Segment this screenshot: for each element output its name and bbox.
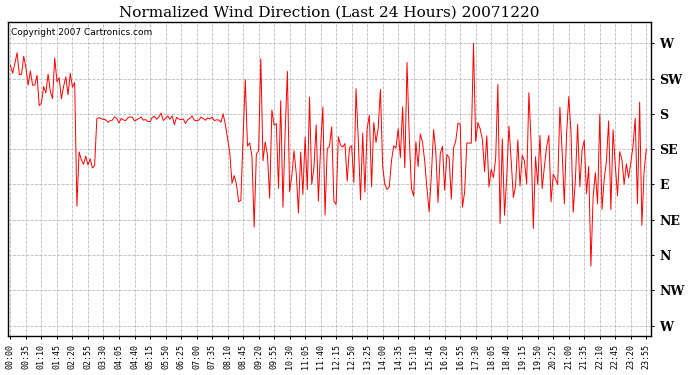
Title: Normalized Wind Direction (Last 24 Hours) 20071220: Normalized Wind Direction (Last 24 Hours… xyxy=(119,6,540,20)
Text: Copyright 2007 Cartronics.com: Copyright 2007 Cartronics.com xyxy=(12,28,152,38)
